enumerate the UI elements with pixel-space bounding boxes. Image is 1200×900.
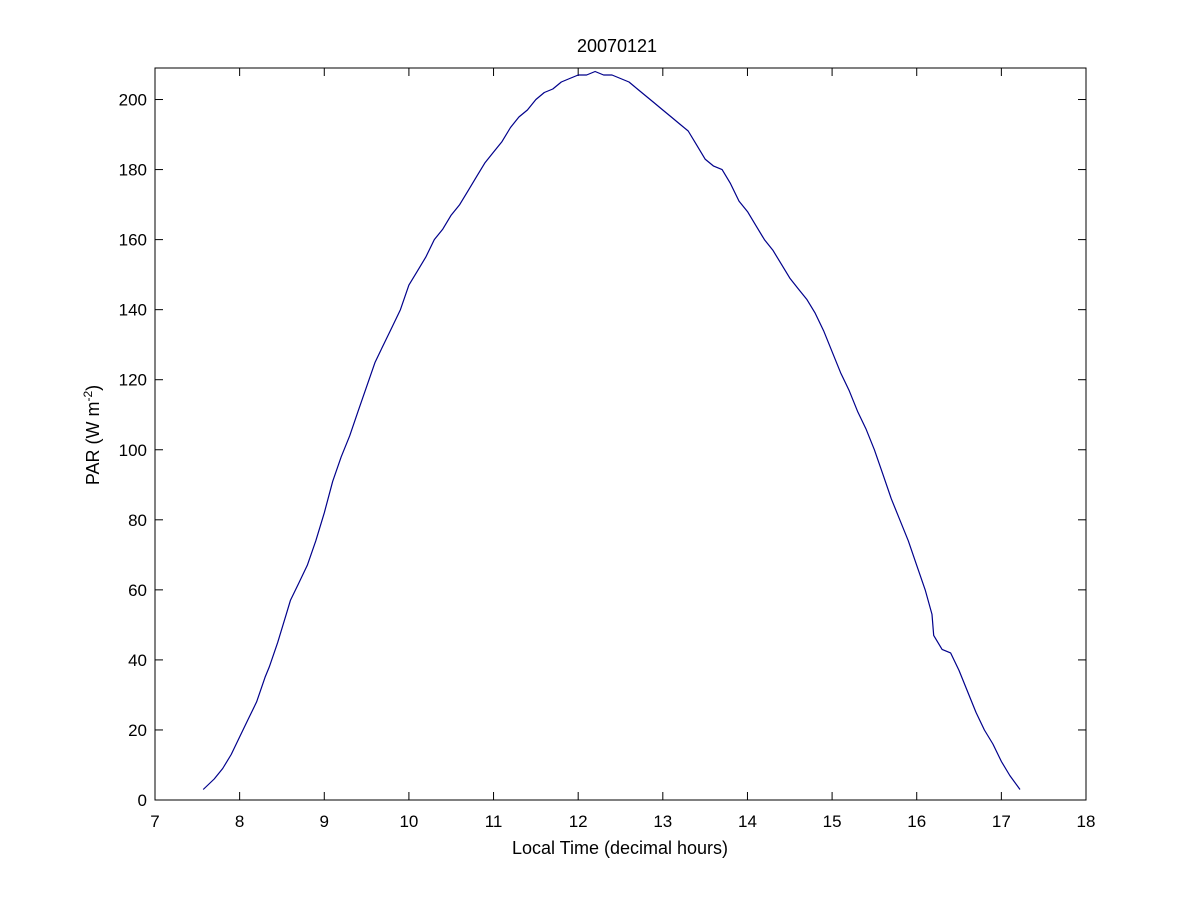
- x-tick-label: 18: [1077, 812, 1096, 831]
- y-axis-label: PAR (W m-2): [81, 385, 103, 485]
- y-axis-label-main: PAR (W m: [83, 402, 103, 486]
- y-tick-label: 0: [138, 791, 147, 810]
- x-tick-label: 17: [992, 812, 1011, 831]
- y-tick-label: 140: [119, 301, 147, 320]
- y-tick-label: 120: [119, 371, 147, 390]
- y-tick-label: 60: [128, 581, 147, 600]
- x-axis-label: Local Time (decimal hours): [512, 838, 728, 858]
- x-tick-label: 14: [738, 812, 757, 831]
- y-axis-label-end: ): [83, 385, 103, 391]
- x-tick-label: 13: [653, 812, 672, 831]
- y-tick-label: 20: [128, 721, 147, 740]
- y-tick-label: 80: [128, 511, 147, 530]
- x-axis: 7 8 9 10 11 12 13 14 15 16 17 18: [150, 68, 1095, 831]
- x-tick-label: 12: [569, 812, 588, 831]
- x-tick-label: 10: [399, 812, 418, 831]
- y-tick-label: 160: [119, 231, 147, 250]
- x-tick-label: 16: [907, 812, 926, 831]
- plot-area-frame: [154, 67, 1087, 801]
- x-tick-label: 9: [320, 812, 329, 831]
- y-axis: 0 20 40 60 80 100 120 140 160 180 200: [119, 91, 1086, 810]
- y-axis-label-superscript: -2: [81, 391, 95, 402]
- x-tick-label: 11: [485, 812, 503, 831]
- y-tick-label: 40: [128, 651, 147, 670]
- par-series-line: [202, 70, 1021, 790]
- x-tick-label: 7: [150, 812, 159, 831]
- chart-title: 20070121: [577, 36, 657, 56]
- y-tick-label: 200: [119, 91, 147, 110]
- x-tick-label: 8: [235, 812, 244, 831]
- y-tick-label: 100: [119, 441, 147, 460]
- y-tick-label: 180: [119, 161, 147, 180]
- x-tick-label: 15: [823, 812, 842, 831]
